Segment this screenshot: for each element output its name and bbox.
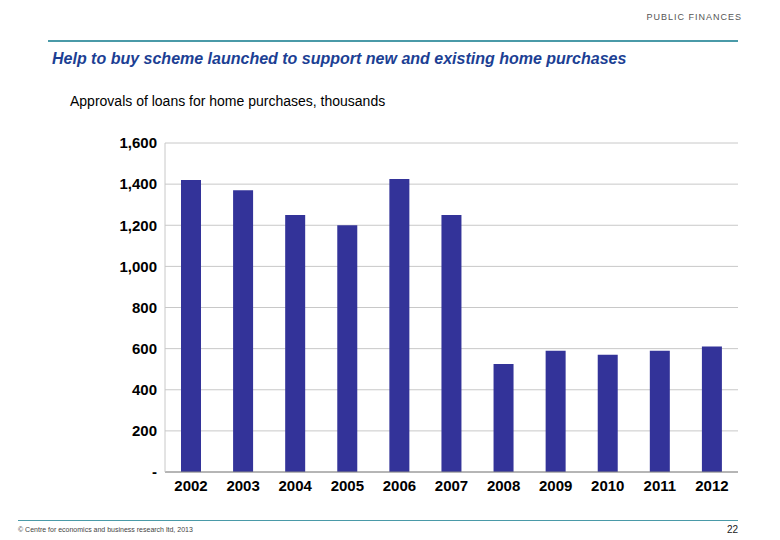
svg-text:600: 600 xyxy=(132,340,157,357)
svg-text:2003: 2003 xyxy=(226,477,259,494)
svg-text:2009: 2009 xyxy=(539,477,572,494)
svg-text:2012: 2012 xyxy=(695,477,728,494)
svg-text:2002: 2002 xyxy=(174,477,207,494)
svg-text:800: 800 xyxy=(132,299,157,316)
svg-text:1,400: 1,400 xyxy=(119,175,157,192)
svg-text:1,200: 1,200 xyxy=(119,217,157,234)
svg-text:200: 200 xyxy=(132,422,157,439)
svg-text:2006: 2006 xyxy=(383,477,416,494)
svg-text:2007: 2007 xyxy=(435,477,468,494)
html-text:PUBLIC FINANCES: PUBLIC FINANCES xyxy=(646,12,742,22)
svg-text:2004: 2004 xyxy=(279,477,313,494)
svg-text:2011: 2011 xyxy=(644,477,677,494)
html-text:Help to buy scheme launched to: Help to buy scheme launched to support n… xyxy=(52,50,627,67)
html-text:Approvals of loans for home pu: Approvals of loans for home purchases, t… xyxy=(70,93,386,109)
html-text:© Centre for economics and bus: © Centre for economics and business rese… xyxy=(18,526,193,533)
svg-text:1,600: 1,600 xyxy=(119,134,157,151)
svg-text:400: 400 xyxy=(132,381,157,398)
svg-text:-: - xyxy=(152,463,157,480)
svg-text:2010: 2010 xyxy=(591,477,624,494)
svg-text:1,000: 1,000 xyxy=(119,258,157,275)
svg-text:2008: 2008 xyxy=(487,477,520,494)
html-text:22: 22 xyxy=(726,524,738,535)
svg-text:2005: 2005 xyxy=(331,477,364,494)
